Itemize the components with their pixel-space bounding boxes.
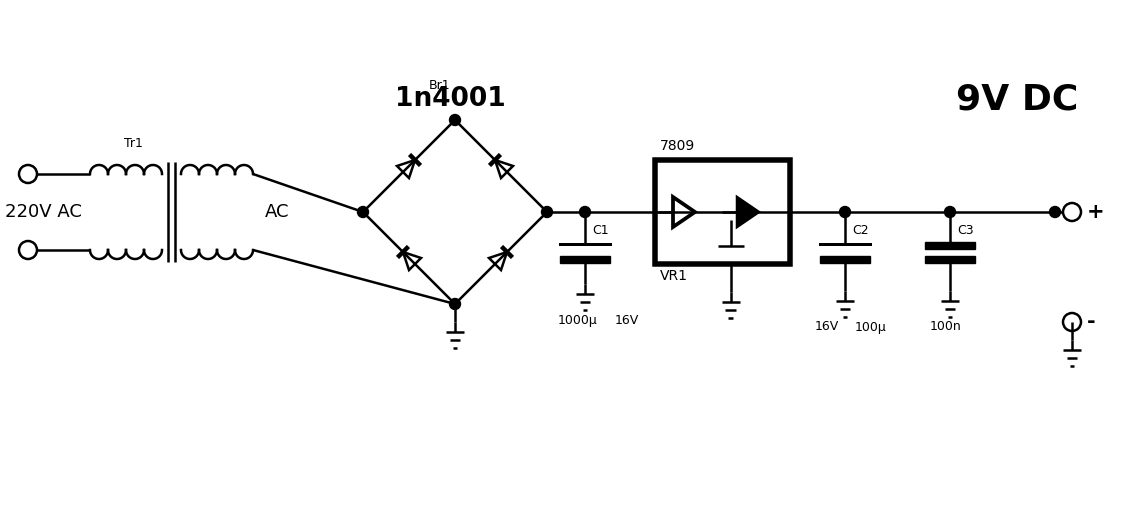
Text: AC: AC [265, 203, 289, 221]
Text: C2: C2 [852, 224, 868, 237]
Text: 16V: 16V [815, 321, 839, 333]
Circle shape [840, 206, 850, 218]
Circle shape [357, 206, 368, 218]
Text: 9V DC: 9V DC [956, 83, 1078, 117]
Text: C1: C1 [592, 224, 609, 237]
Text: -: - [1087, 312, 1096, 332]
Circle shape [580, 206, 590, 218]
Text: Tr1: Tr1 [124, 137, 142, 150]
Text: +: + [1087, 202, 1105, 222]
Bar [655, 160, 790, 264]
Text: 220V AC: 220V AC [5, 203, 82, 221]
Polygon shape [738, 197, 759, 227]
Text: 1000μ: 1000μ [558, 314, 598, 327]
Bar [560, 256, 610, 263]
Circle shape [945, 206, 956, 218]
Text: Br1: Br1 [429, 79, 450, 92]
Circle shape [449, 298, 461, 309]
Circle shape [542, 206, 553, 218]
Text: 7809: 7809 [660, 139, 695, 153]
Text: 100n: 100n [930, 321, 962, 333]
Bar [820, 256, 870, 263]
Text: 16V: 16V [615, 314, 640, 327]
Circle shape [1049, 206, 1061, 218]
Text: 1n4001: 1n4001 [394, 86, 506, 112]
Text: 100μ: 100μ [855, 321, 887, 333]
Text: C3: C3 [957, 224, 974, 237]
Text: VR1: VR1 [660, 269, 688, 283]
Circle shape [449, 115, 461, 125]
Bar [924, 242, 975, 248]
Bar [924, 256, 975, 263]
